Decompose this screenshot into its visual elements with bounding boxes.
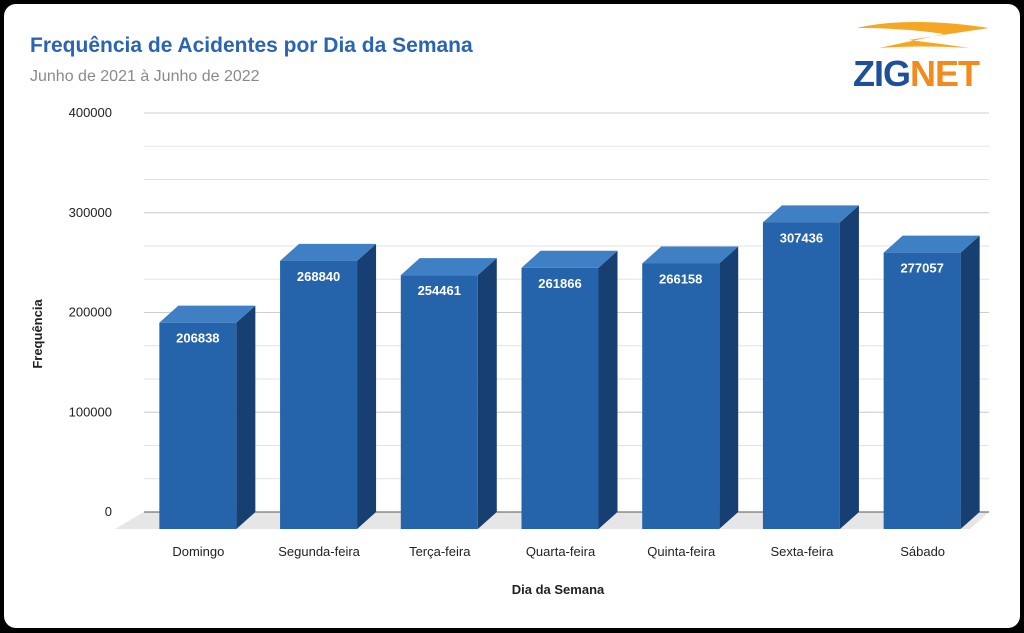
bar — [400, 258, 497, 529]
bar — [280, 243, 377, 530]
bar — [159, 305, 256, 529]
x-tick-label: Quarta-feira — [526, 544, 596, 559]
logo-text-zig: ZIG — [853, 53, 911, 94]
bar — [642, 246, 739, 530]
bar-value-label: 254461 — [418, 283, 461, 298]
bar-top — [762, 205, 859, 223]
bar-top — [642, 246, 739, 264]
x-tick-label: Sexta-feira — [770, 544, 834, 559]
bar-side — [719, 246, 739, 530]
x-tick-label: Sábado — [900, 544, 945, 559]
bar-front — [642, 263, 720, 529]
bar — [883, 235, 980, 530]
bar-front — [762, 222, 840, 530]
bar-value-label: 268840 — [297, 269, 340, 284]
x-tick-label: Terça-feira — [409, 544, 471, 559]
bar-value-label: 307436 — [780, 230, 823, 245]
y-axis-title: Frequência — [30, 299, 45, 369]
bar-side — [477, 258, 497, 529]
bar-side — [598, 250, 618, 529]
x-tick-label: Domingo — [172, 544, 224, 559]
bar-chart: 0 100000 200000 300000 400000 206838 Domingo 26… — [30, 105, 989, 597]
bar-side — [960, 235, 980, 530]
logo-text: ZIGNET — [853, 53, 980, 94]
chart-title: Frequência de Acidentes por Dia da Seman… — [30, 34, 473, 57]
bar-front — [883, 252, 961, 530]
bar — [762, 205, 859, 530]
bar-side — [839, 205, 859, 530]
x-tick-label: Quinta-feira — [647, 544, 716, 559]
x-tick-label: Segunda-feira — [278, 544, 360, 559]
bar-side — [357, 243, 377, 530]
y-tick-label: 300000 — [69, 205, 112, 220]
bar-top — [280, 243, 377, 261]
bar-front — [280, 260, 358, 529]
bar-value-label: 277057 — [900, 261, 943, 276]
zignet-logo: ZIGNET — [849, 18, 999, 94]
bar-value-label: 261866 — [538, 276, 581, 291]
y-tick-label: 400000 — [69, 105, 112, 120]
bar-top — [521, 250, 618, 268]
logo-text-net: NET — [910, 53, 980, 94]
bar-front — [159, 322, 237, 529]
bar-top — [159, 305, 256, 323]
bar-top — [883, 235, 980, 253]
chart-card: Frequência de Acidentes por Dia da Seman… — [4, 4, 1020, 628]
bar-side — [236, 305, 256, 529]
bar-value-label: 266158 — [659, 272, 702, 287]
logo-swoosh-icon — [857, 22, 989, 48]
x-axis-title: Dia da Semana — [512, 582, 605, 597]
y-tick-label: 200000 — [69, 305, 112, 320]
bar-top — [400, 258, 497, 276]
bar — [521, 250, 618, 529]
y-tick-label: 100000 — [69, 404, 112, 419]
chart-subtitle: Junho de 2021 à Junho de 2022 — [30, 68, 260, 85]
y-tick-label: 0 — [105, 504, 112, 519]
bar-front — [521, 267, 599, 529]
bar-front — [400, 275, 478, 529]
bar-value-label: 206838 — [176, 331, 219, 346]
